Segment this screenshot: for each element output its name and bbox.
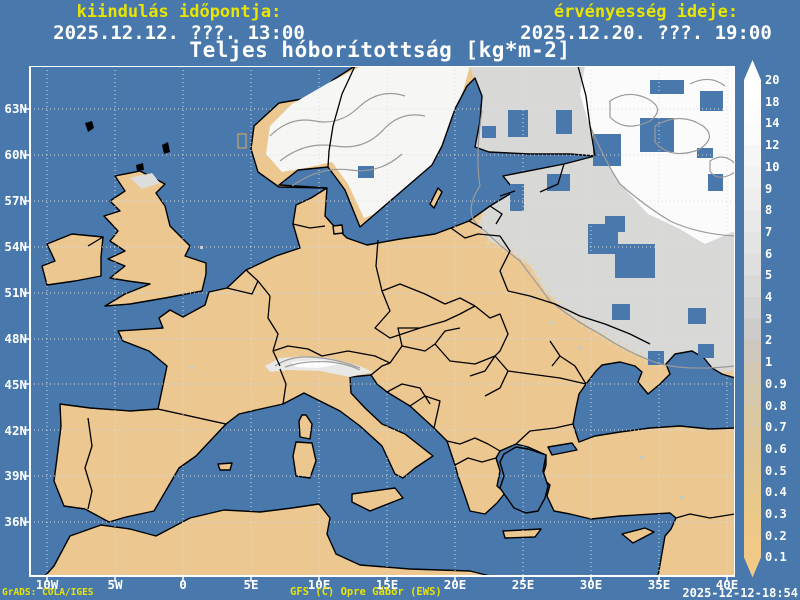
colorbar-segment xyxy=(744,340,761,362)
credit-stamp: GFS (C) Opre Gábor (EWS) xyxy=(290,586,442,598)
colorbar-segment xyxy=(744,297,761,319)
colorbar-segment xyxy=(744,275,761,297)
colorbar-segment xyxy=(744,123,761,145)
colorbar-segment xyxy=(744,536,761,558)
colorbar-segment xyxy=(744,362,761,384)
grads-stamp: GrADS: COLA/IGES xyxy=(2,587,94,598)
island-mallorca xyxy=(218,463,232,470)
island-sardinia xyxy=(293,442,316,478)
island-crete xyxy=(503,529,541,538)
colorbar-segment xyxy=(744,471,761,493)
colorbar-segment xyxy=(744,145,761,167)
colorbar-segment xyxy=(744,406,761,428)
colorbar-segment xyxy=(744,210,761,232)
island-zealand xyxy=(333,225,343,234)
colorbar-segment xyxy=(744,232,761,254)
generated-timestamp: 2025-12-12-18:54 xyxy=(682,586,798,600)
colorbar-segment xyxy=(744,427,761,449)
colorbar-segment xyxy=(744,80,761,102)
run-time-label: kiindulás időpontja: xyxy=(14,2,344,22)
colorbar-segment xyxy=(744,384,761,406)
colorbar-arrow-bottom xyxy=(744,557,761,577)
colorbar-segment xyxy=(744,514,761,536)
colorbar-segment xyxy=(744,102,761,124)
valid-time-label: érvényesség ideje: xyxy=(496,2,796,22)
colorbar-arrow-top xyxy=(744,60,761,80)
weather-map-page: { "header": { "start_label": "kiindulás … xyxy=(0,0,800,600)
colorbar xyxy=(735,58,799,584)
colorbar-segment xyxy=(744,449,761,471)
colorbar-segment xyxy=(744,254,761,276)
colorbar-segment xyxy=(744,492,761,514)
colorbar-segment xyxy=(744,189,761,211)
map-canvas xyxy=(22,66,735,584)
map-title: Teljes hóborítottság [kg*m-2] xyxy=(140,38,620,62)
colorbar-segment xyxy=(744,319,761,341)
colorbar-segment xyxy=(744,167,761,189)
